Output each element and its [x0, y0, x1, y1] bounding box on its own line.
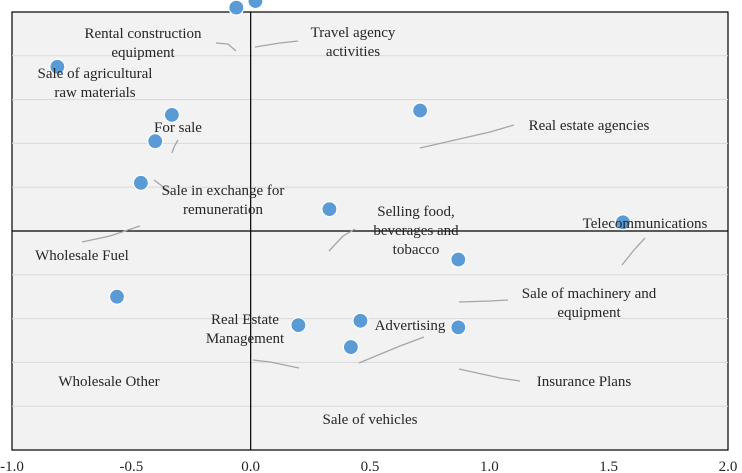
data-point	[163, 106, 181, 124]
leader-line	[621, 237, 646, 266]
leader-lines	[81, 40, 646, 382]
leader-line	[419, 124, 515, 149]
leader-line	[153, 179, 171, 193]
x-tick-label: 1.5	[599, 459, 618, 473]
point-label: Travel agency activities	[311, 25, 396, 60]
gridlines	[12, 55, 728, 407]
leader-line	[458, 368, 521, 382]
leader-line	[81, 225, 141, 243]
point-label: Selling food, beverages and tobacco	[373, 204, 459, 258]
x-tick-label: 0.0	[241, 459, 260, 473]
point-label: Real estate agencies	[529, 118, 650, 134]
data-point	[450, 251, 467, 268]
point-label: Advertising	[375, 318, 446, 334]
data-point	[247, 0, 264, 10]
data-point	[228, 0, 245, 16]
point-label: Sale of machinery and equipment	[522, 286, 657, 321]
data-points	[49, 0, 632, 356]
x-tick-label: 2.0	[719, 459, 738, 473]
point-label: For sale	[154, 120, 202, 136]
leader-line	[252, 359, 300, 369]
leader-line	[458, 299, 509, 303]
point-label: Rental construction equipment	[84, 26, 202, 61]
point-label: Sale of agricultural raw materials	[38, 66, 153, 101]
point-label: Wholesale Other	[58, 374, 159, 390]
data-point	[614, 214, 632, 231]
zero-axes	[12, 12, 728, 450]
data-point	[290, 317, 307, 334]
data-point	[352, 312, 369, 329]
leader-line	[215, 42, 237, 52]
leader-line	[171, 139, 179, 154]
leader-line	[358, 336, 425, 364]
x-tick-label: -1.0	[0, 459, 24, 473]
x-tick-label: 1.0	[480, 459, 499, 473]
x-tick-label: -0.5	[119, 459, 143, 473]
data-point	[450, 319, 467, 336]
point-labels: Rental construction equipment Travel agenc…	[35, 25, 707, 428]
leader-line	[254, 40, 299, 48]
data-point	[342, 338, 360, 356]
data-point	[108, 288, 126, 305]
point-label: Sale in exchange for remuneration	[162, 183, 285, 218]
point-label: Wholesale Fuel	[35, 248, 129, 264]
leader-line	[328, 228, 356, 252]
data-point	[412, 102, 429, 119]
data-point	[132, 174, 149, 191]
data-point	[321, 201, 338, 218]
point-label: Telecommunications	[583, 216, 708, 232]
data-point	[49, 58, 66, 75]
point-label: Sale of vehicles	[323, 412, 418, 428]
point-label: Real Estate Management	[206, 312, 285, 347]
x-tick-labels: -1.0 -0.5 0.0 0.5 1.0 1.5 2.0	[0, 459, 737, 473]
point-label: Insurance Plans	[537, 374, 632, 390]
data-point	[147, 133, 164, 150]
x-tick-label: 0.5	[361, 459, 380, 473]
